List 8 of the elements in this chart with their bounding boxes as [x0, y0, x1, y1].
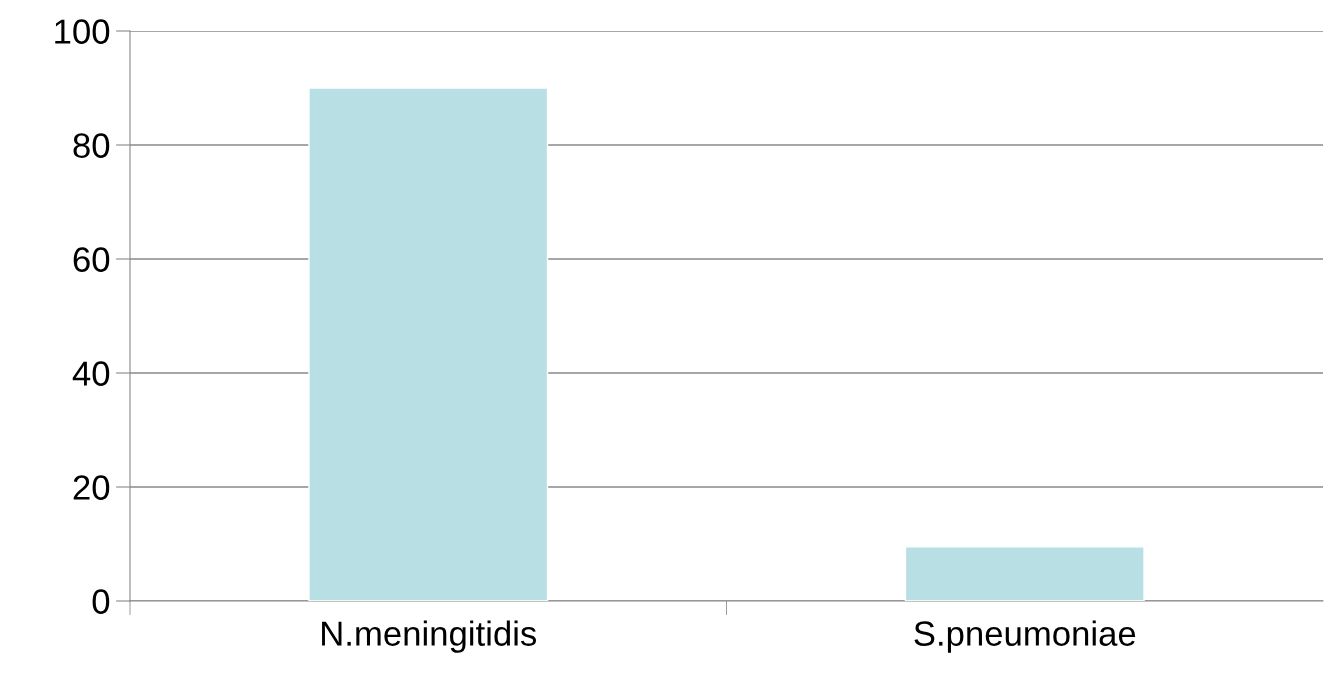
y-tick-label: 100 — [55, 19, 110, 44]
y-tick-label: 80 — [73, 133, 110, 158]
x-tick-label: S.pneumoniae — [914, 620, 1136, 653]
y-tick-label: 0 — [92, 589, 110, 614]
y-tick-label: 40 — [72, 361, 110, 386]
y-tick-label: 60 — [73, 247, 110, 272]
y-tick-label: 20 — [73, 475, 110, 500]
x-tick-label: N.meningitidis — [322, 620, 537, 653]
